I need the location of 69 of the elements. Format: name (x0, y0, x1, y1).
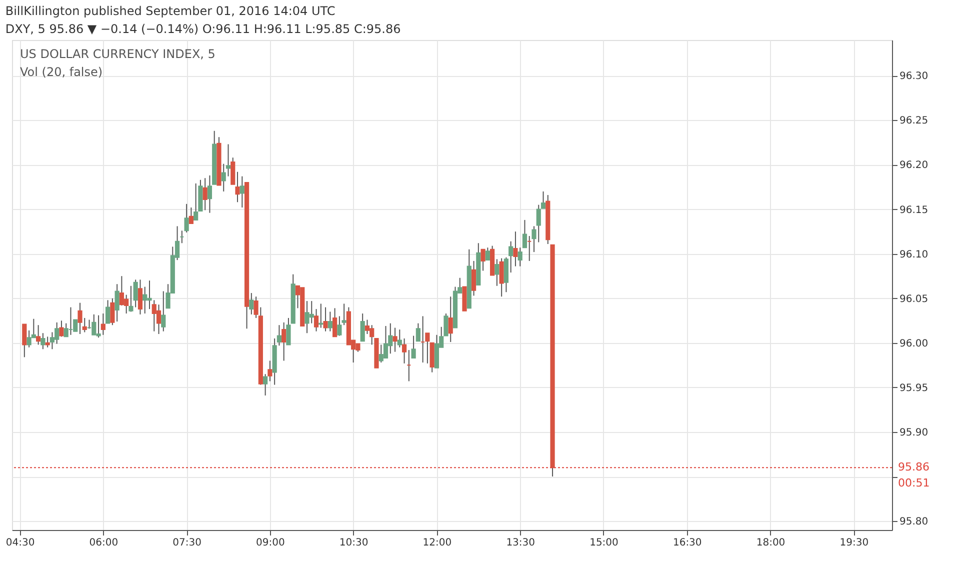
candlestick (402, 338, 407, 364)
y-tick-label: 96.15 (900, 204, 928, 216)
y-tick-label: 96.30 (900, 71, 928, 82)
candlestick (416, 322, 420, 342)
x-tick-label: 04:30 (6, 538, 35, 548)
candlestick (156, 304, 162, 334)
y-tick-label: 96.20 (900, 160, 928, 172)
candlestick (471, 260, 476, 296)
text: DXY, 5 95.86 ▼ −0.14 (−0.14%) O:96.11 H:96.11 L:95.85 C:95.86 (5, 22, 401, 36)
candlestick (392, 327, 398, 352)
candlestick (508, 240, 514, 274)
candlestick (499, 258, 504, 298)
candlestick (202, 178, 208, 211)
text: BillKillington published September 01, 2016 14:04 UTC (5, 4, 336, 18)
candlestick (364, 319, 370, 334)
y-tick-label: 96.10 (900, 249, 928, 260)
x-tick-label: 12:00 (422, 538, 452, 548)
candlestick (50, 332, 55, 350)
y-tick-label: 96.00 (900, 338, 928, 350)
candlestick (522, 219, 528, 248)
candlestick (36, 324, 41, 346)
text: Vol (20, false) (20, 65, 103, 79)
candlestick (22, 324, 27, 358)
candlestick (230, 157, 236, 185)
candlestick (138, 279, 143, 315)
candlestick (360, 313, 365, 342)
y-tick-label: 95.80 (900, 516, 928, 528)
y-tick-label: 95.90 (900, 428, 928, 438)
candlestick (448, 296, 453, 343)
text: 00:51 (898, 476, 930, 490)
candlestick (383, 325, 388, 359)
ref-line-label: 95.86 (898, 460, 930, 474)
x-tick-label: 10:30 (339, 538, 368, 548)
x-tick-label: 19:30 (840, 538, 869, 548)
candlestick (100, 313, 106, 336)
candlestick (263, 374, 268, 396)
candlestick (323, 306, 328, 332)
y-tick-label: 95.95 (900, 382, 928, 394)
candlestick (78, 302, 82, 334)
candlestick (282, 322, 286, 362)
candlestick (73, 319, 78, 332)
candlestick (188, 206, 194, 224)
candlestick (314, 308, 319, 332)
candlestick (504, 256, 508, 293)
candlestick (485, 247, 490, 261)
candlestick (518, 247, 522, 267)
x-tick-label: 18:00 (756, 538, 786, 548)
candlestick (207, 174, 212, 214)
candlestick (110, 298, 115, 326)
y-tick-label: 96.05 (900, 294, 928, 305)
candlestick (45, 336, 50, 348)
candlestick (337, 316, 342, 336)
candlestick (240, 176, 244, 208)
candlestick (494, 258, 500, 286)
x-tick-label: 15:00 (590, 538, 618, 548)
text: US DOLLAR CURRENCY INDEX, 5 (20, 47, 216, 61)
candlestick (342, 303, 346, 326)
x-tick-label: 09:00 (256, 538, 285, 548)
candlestick (184, 203, 189, 233)
candlestick (332, 308, 338, 338)
x-tick-label: 13:30 (506, 538, 536, 548)
x-tick-label: 07:30 (172, 538, 202, 548)
candlestick (105, 300, 110, 324)
x-tick-label: 06:00 (89, 538, 118, 548)
candlestick (397, 329, 402, 348)
candlestick (328, 311, 332, 332)
x-tick-label: 16:30 (672, 538, 702, 548)
candlestick (540, 190, 546, 209)
y-tick-label: 96.25 (900, 116, 928, 127)
